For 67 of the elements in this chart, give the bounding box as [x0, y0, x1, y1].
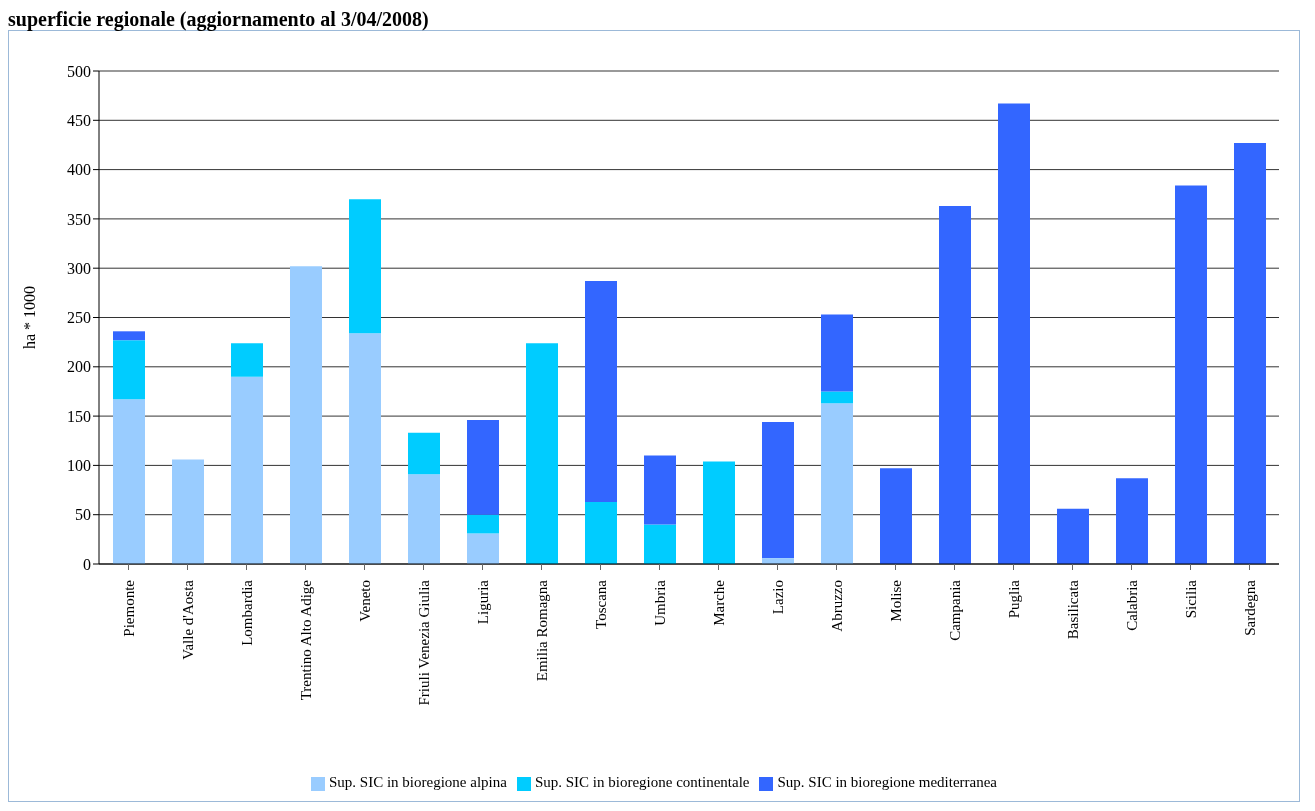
x-tick-label: Emilia Romagna — [533, 579, 550, 682]
y-tick-label: 250 — [67, 309, 91, 327]
legend-label: Sup. SIC in bioregione continentale — [534, 774, 750, 790]
bar — [644, 455, 676, 525]
bar — [585, 281, 617, 502]
bar — [1175, 185, 1207, 564]
x-tick-label: Campania — [946, 579, 963, 641]
x-tick-label: Trentino Alto Adige — [297, 579, 314, 701]
bar — [231, 376, 263, 564]
x-tick-label: Calabria — [1123, 579, 1140, 631]
y-tick-label: 350 — [67, 210, 91, 228]
bar — [526, 343, 558, 564]
legend-label: Sup. SIC in bioregione alpina — [329, 774, 507, 790]
x-tick-label: Liguria — [474, 579, 491, 625]
x-tick-label: Abruzzo — [828, 580, 845, 632]
x-tick-label: Lombardia — [238, 579, 255, 646]
bar — [821, 403, 853, 564]
bar — [231, 343, 263, 377]
y-tick-label: 300 — [67, 259, 91, 277]
bar — [349, 333, 381, 564]
bar — [880, 468, 912, 564]
bar — [644, 524, 676, 564]
bar — [1116, 478, 1148, 564]
bar — [408, 474, 440, 564]
bar — [762, 422, 794, 559]
y-tick-label: 100 — [67, 457, 91, 475]
bar — [998, 103, 1030, 564]
bar — [349, 199, 381, 334]
bar — [408, 432, 440, 475]
x-tick-label: Valle d'Aosta — [179, 579, 196, 660]
bar — [467, 420, 499, 515]
bar — [703, 461, 735, 564]
x-tick-label: Piemonte — [120, 579, 137, 637]
legend-label: Sup. SIC in bioregione mediterranea — [777, 774, 997, 790]
x-tick-label: Sicilia — [1182, 579, 1199, 619]
bar — [290, 266, 322, 564]
y-tick-label: 400 — [67, 161, 91, 179]
bar — [1234, 142, 1266, 564]
x-tick-label: Toscana — [592, 579, 609, 629]
bar — [1057, 508, 1089, 564]
y-tick-label: 50 — [75, 506, 91, 524]
y-tick-label: 500 — [67, 62, 91, 80]
y-tick-label: 0 — [83, 555, 91, 573]
bar — [939, 206, 971, 564]
bar — [821, 314, 853, 392]
bar — [113, 331, 145, 341]
bar — [172, 459, 204, 564]
y-axis-title: ha * 1000 — [20, 285, 38, 350]
x-tick-label: Molise — [887, 579, 904, 622]
bar — [467, 533, 499, 564]
x-tick-label: Friuli Venezia Giulia — [415, 579, 432, 706]
bar — [113, 340, 145, 400]
y-tick-label: 450 — [67, 111, 91, 129]
x-tick-label: Umbria — [651, 579, 668, 626]
bar — [113, 399, 145, 564]
x-tick-label: Basilicata — [1064, 579, 1081, 640]
y-tick-label: 200 — [67, 358, 91, 376]
bar — [821, 391, 853, 404]
x-tick-label: Marche — [710, 579, 727, 626]
x-tick-label: Puglia — [1005, 579, 1022, 619]
bar — [585, 501, 617, 564]
x-tick-label: Veneto — [356, 580, 373, 622]
y-tick-label: 150 — [67, 407, 91, 425]
x-tick-label: Lazio — [769, 580, 786, 615]
x-tick-label: Sardegna — [1241, 579, 1258, 636]
chart-title: superficie regionale (aggiornamento al 3/04/2008) — [8, 8, 430, 30]
bar — [467, 514, 499, 534]
